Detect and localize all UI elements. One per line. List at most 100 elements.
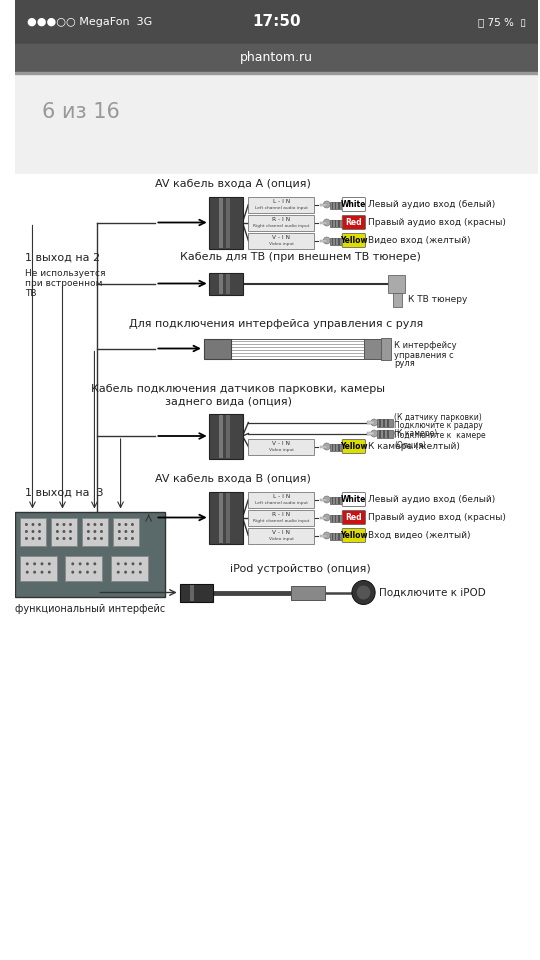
Bar (335, 444, 336, 450)
Text: White: White (341, 200, 367, 209)
Bar (367, 421, 374, 424)
Text: Вход видео (желтый): Вход видео (желтый) (368, 531, 471, 540)
Text: ⏰ 75 %  ▯: ⏰ 75 % ▯ (478, 17, 526, 27)
Bar (339, 533, 340, 540)
Bar (377, 419, 393, 426)
Circle shape (132, 570, 134, 574)
Bar (335, 220, 336, 227)
Circle shape (352, 581, 375, 605)
Bar (20, 556, 57, 581)
Circle shape (63, 537, 65, 540)
Text: Для подключения интерфейса управления с руля: Для подключения интерфейса управления с … (129, 319, 423, 328)
Bar (320, 516, 327, 518)
Bar (332, 515, 333, 521)
Circle shape (132, 563, 134, 565)
Bar (208, 414, 242, 459)
Text: К камере (желтый): К камере (желтый) (368, 442, 460, 451)
Circle shape (71, 563, 74, 565)
Text: 1 выход на  3: 1 выход на 3 (25, 488, 103, 497)
Bar (248, 232, 314, 249)
Bar (320, 204, 327, 205)
Text: Red: Red (346, 218, 362, 227)
Text: AV кабель входа A (опция): AV кабель входа A (опция) (155, 179, 311, 188)
Text: (К камере): (К камере) (395, 429, 438, 439)
Text: Yellow: Yellow (340, 442, 368, 451)
Bar (383, 429, 385, 438)
Circle shape (86, 570, 89, 574)
Text: К интерфейсу: К интерфейсу (395, 342, 457, 350)
Bar (383, 419, 385, 426)
Text: Правый аудио вход (красны): Правый аудио вход (красны) (368, 513, 506, 522)
Text: V - I N: V - I N (272, 530, 290, 536)
Text: Видео вход (желтый): Видео вход (желтый) (368, 236, 471, 245)
FancyBboxPatch shape (342, 440, 366, 453)
Bar (65, 556, 102, 581)
Text: V - I N: V - I N (272, 235, 290, 240)
Text: Левый аудио вход (белый): Левый аудио вход (белый) (368, 200, 496, 209)
Text: iPod устройство (опция): iPod устройство (опция) (230, 564, 371, 573)
Bar (329, 220, 343, 227)
Circle shape (323, 514, 330, 521)
Circle shape (323, 532, 330, 539)
Circle shape (323, 237, 330, 244)
Text: 6 из 16: 6 из 16 (42, 102, 120, 122)
Bar (204, 339, 231, 358)
Text: (К датчику парковки): (К датчику парковки) (395, 414, 482, 422)
Circle shape (38, 523, 41, 526)
FancyBboxPatch shape (342, 198, 366, 211)
Text: 1 выход на 2: 1 выход на 2 (25, 252, 100, 262)
Bar (335, 533, 336, 540)
Circle shape (93, 570, 96, 574)
Circle shape (93, 563, 96, 565)
Circle shape (40, 563, 43, 565)
Circle shape (33, 563, 36, 565)
Bar (219, 198, 223, 248)
Bar (320, 535, 327, 537)
Text: Red: Red (346, 513, 362, 522)
Bar (339, 220, 340, 227)
Circle shape (118, 523, 121, 526)
Circle shape (56, 523, 59, 526)
Circle shape (100, 530, 103, 533)
Bar (387, 429, 389, 438)
Circle shape (371, 430, 377, 437)
Text: Video input: Video input (269, 537, 294, 541)
Text: R - I N: R - I N (272, 217, 291, 223)
Bar (381, 338, 390, 359)
Circle shape (56, 537, 59, 540)
Bar (335, 496, 336, 503)
Text: К ТВ тюнеру: К ТВ тюнеру (408, 295, 468, 304)
Circle shape (33, 570, 36, 574)
Bar (332, 496, 333, 503)
FancyBboxPatch shape (342, 511, 366, 524)
Circle shape (117, 563, 120, 565)
Circle shape (131, 530, 134, 533)
Text: руля: руля (395, 359, 415, 369)
Bar (320, 222, 327, 224)
Text: phantom.ru: phantom.ru (240, 52, 313, 64)
Bar (226, 198, 230, 248)
Text: Кабель для ТВ (при внешнем ТВ тюнере): Кабель для ТВ (при внешнем ТВ тюнере) (180, 252, 421, 262)
Circle shape (118, 537, 121, 540)
Bar (226, 492, 230, 542)
Circle shape (93, 530, 96, 533)
Circle shape (86, 563, 89, 565)
Bar (180, 584, 213, 602)
Bar (335, 237, 336, 245)
Circle shape (87, 523, 90, 526)
Bar (248, 197, 314, 212)
Text: Yellow: Yellow (340, 236, 368, 245)
Circle shape (323, 443, 330, 450)
Circle shape (139, 570, 142, 574)
Circle shape (93, 537, 96, 540)
Bar (367, 432, 374, 435)
Bar (113, 517, 139, 545)
Text: Кабель подключения датчиков парковки, камеры: Кабель подключения датчиков парковки, ка… (91, 383, 384, 394)
Text: управления с: управления с (395, 350, 454, 359)
Circle shape (69, 537, 72, 540)
Bar (208, 492, 242, 543)
Bar (248, 214, 314, 230)
Bar (329, 515, 343, 521)
Bar (219, 415, 223, 458)
Text: Подключите к радару: Подключите к радару (395, 420, 483, 429)
